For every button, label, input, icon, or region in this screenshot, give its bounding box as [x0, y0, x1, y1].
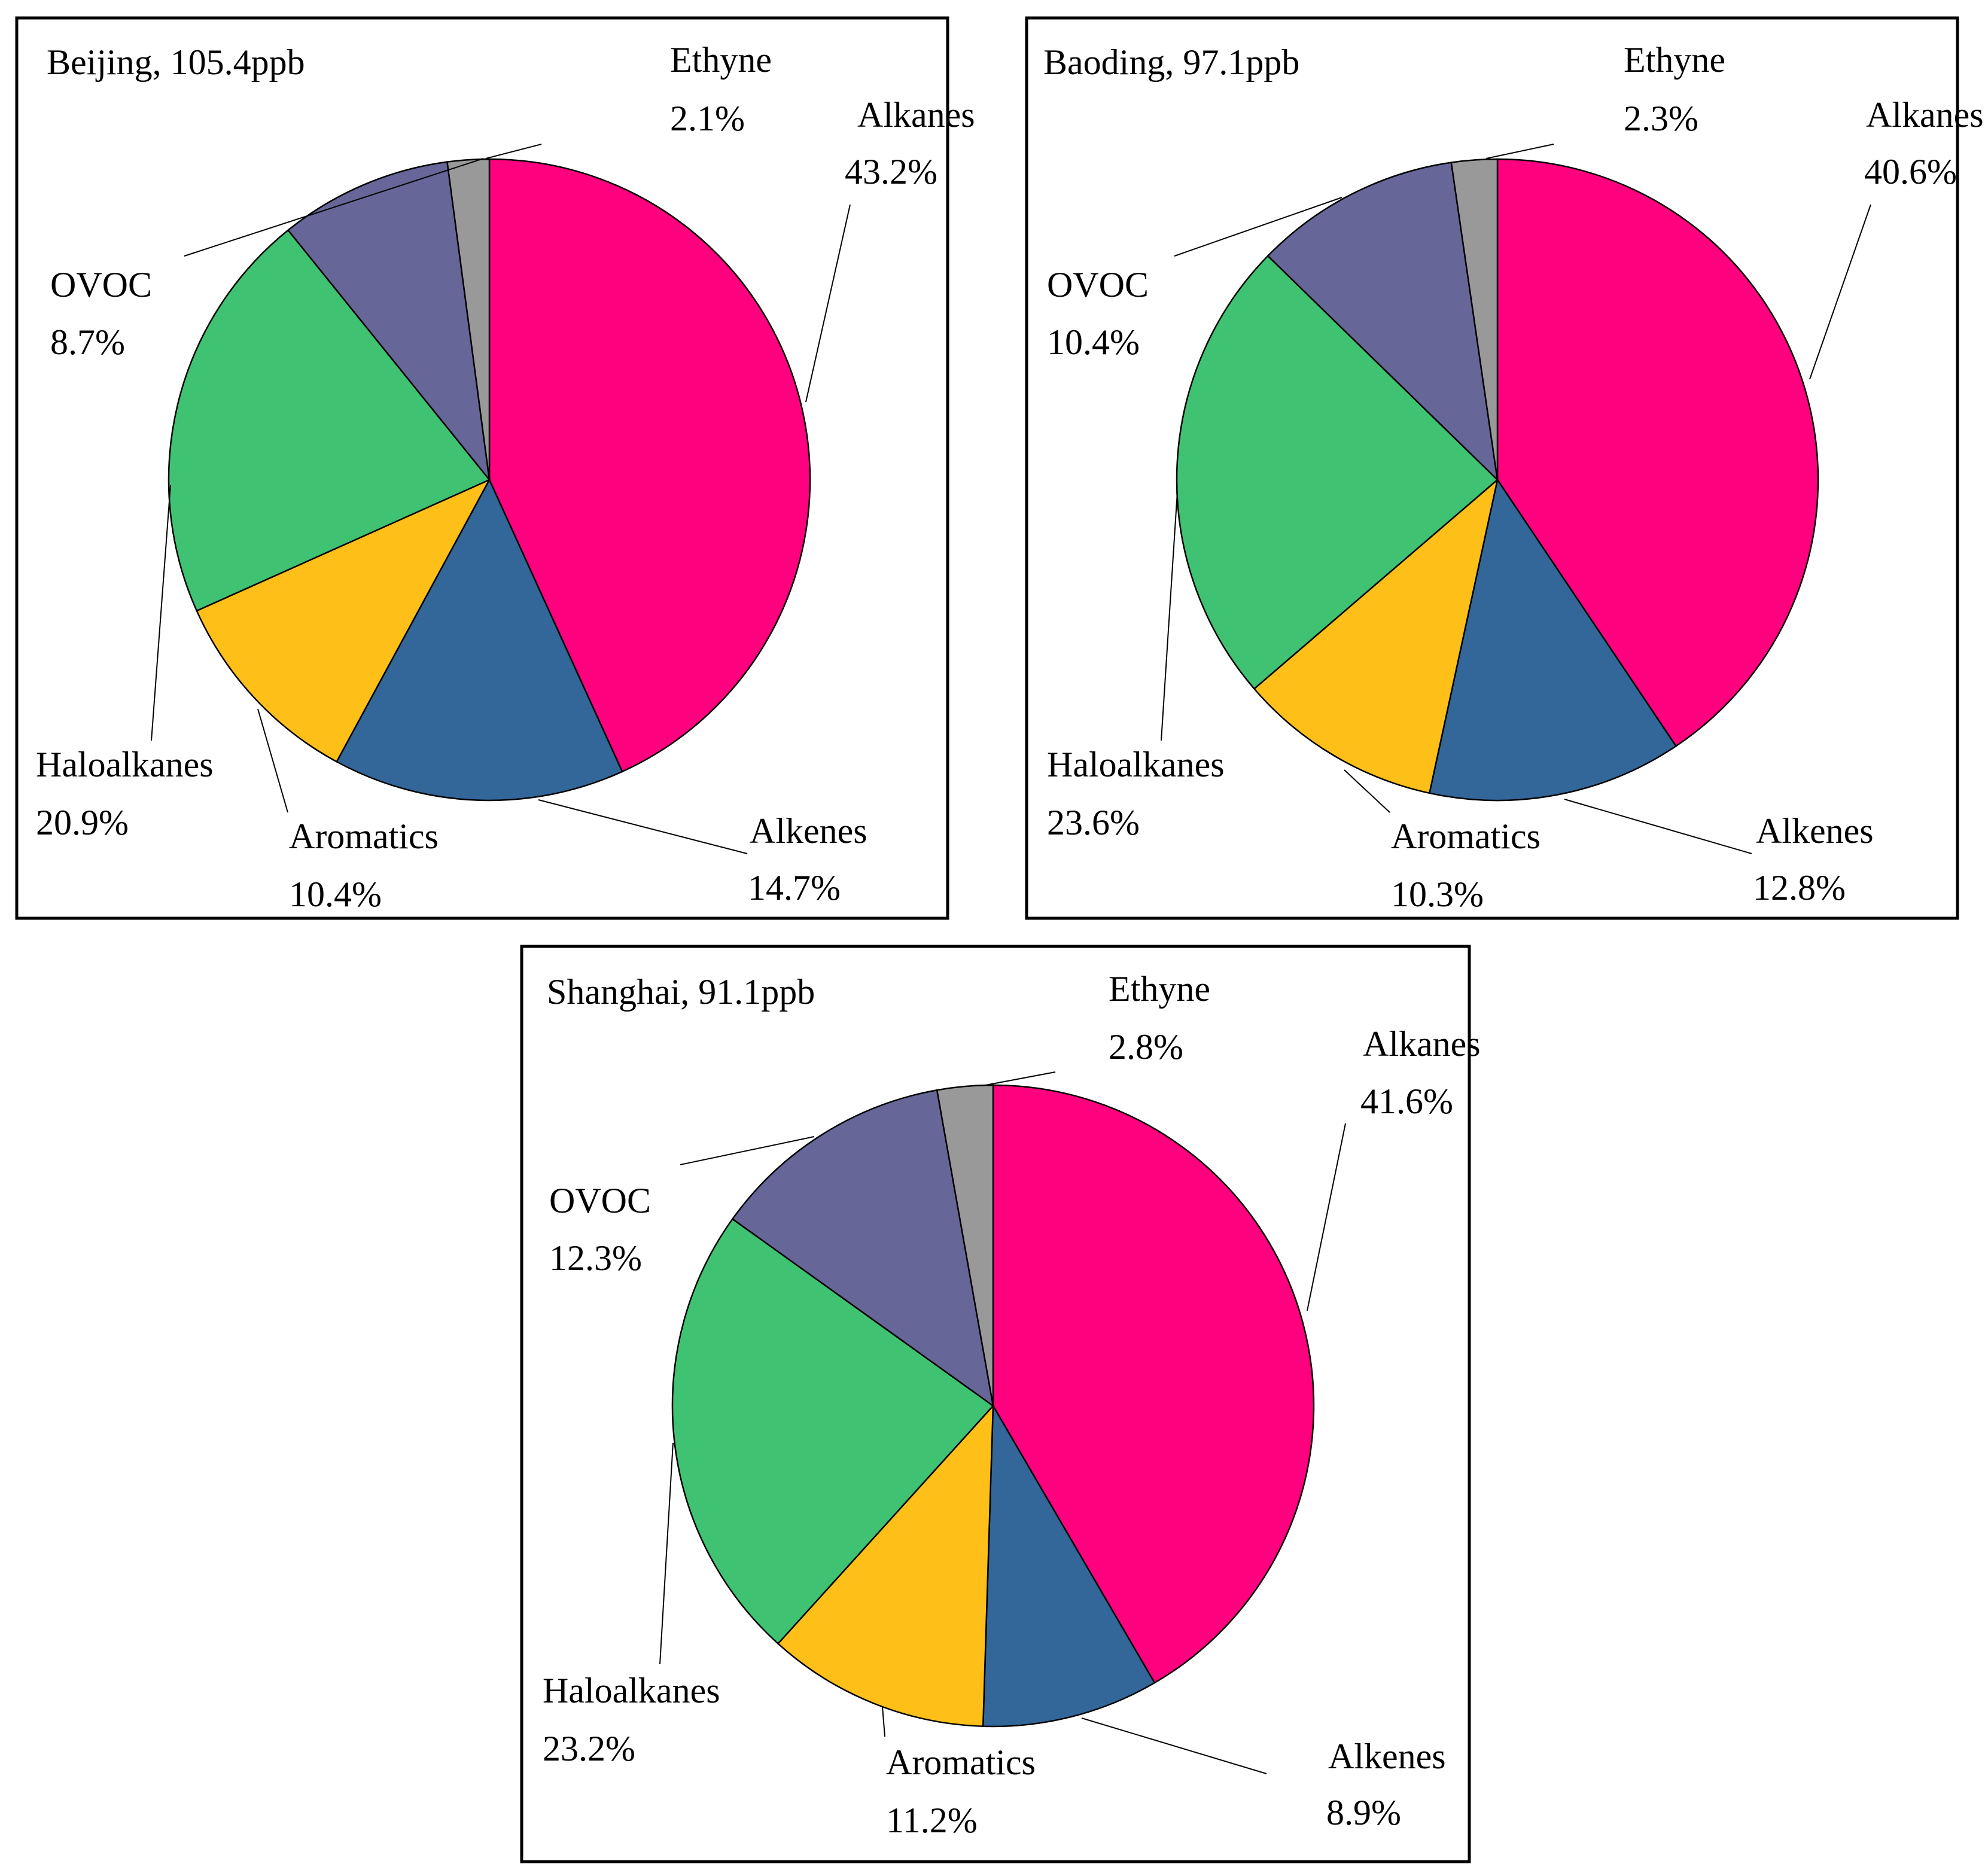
slice-value-haloalkanes: 20.9%	[36, 803, 129, 842]
slice-aromatics	[1253, 477, 1499, 794]
slice-name-aromatics: Aromatics	[1391, 817, 1541, 856]
slice-name-ovoc: OVOC	[50, 265, 152, 304]
leader-line-haloalkanes	[1161, 491, 1178, 741]
slice-name-haloalkanes: Haloalkanes	[543, 1671, 720, 1710]
slice-name-alkanes: Alkanes	[857, 95, 975, 135]
slice-value-ethyne: 2.1%	[670, 99, 745, 138]
slice-name-ethyne: Ethyne	[1624, 40, 1725, 80]
slice-ethyne	[1450, 158, 1499, 480]
slice-haloalkanes	[1176, 255, 1499, 690]
slice-name-ovoc: OVOC	[549, 1181, 651, 1220]
leader-line-aromatics	[257, 708, 288, 813]
slice-value-ovoc: 12.3%	[549, 1238, 642, 1278]
slice-value-aromatics: 11.2%	[886, 1801, 978, 1840]
slice-value-ovoc: 8.7%	[50, 322, 125, 362]
leader-line-ethyne	[485, 144, 542, 159]
pie-panel-beijing: Beijing, 105.4ppb Alkanes 43.2% Alkenes 14.7…	[15, 16, 975, 920]
leader-line-alkanes	[1809, 204, 1871, 380]
leader-line-ovoc	[1174, 197, 1342, 257]
leader-line-alkenes	[1564, 799, 1752, 854]
leader-line-aromatics	[1344, 769, 1390, 813]
slice-value-alkenes: 14.7%	[748, 868, 841, 907]
slice-aromatics	[196, 478, 491, 763]
panel-title: Baoding, 97.1ppb	[1043, 42, 1299, 82]
slice-alkenes	[982, 1403, 1156, 1728]
slice-name-alkanes: Alkanes	[1866, 95, 1984, 135]
slice-name-aromatics: Aromatics	[886, 1743, 1036, 1782]
leader-line-alkenes	[538, 799, 748, 854]
slice-haloalkanes	[168, 229, 491, 612]
pie-panel-baoding: Baoding, 97.1ppb Alkanes 40.6% Alkenes 12.8%…	[1025, 16, 1984, 920]
slice-ovoc	[287, 161, 491, 483]
slice-name-alkanes: Alkanes	[1363, 1024, 1481, 1064]
slice-haloalkanes	[671, 1217, 994, 1645]
slice-alkanes	[488, 158, 811, 773]
slice-name-alkenes: Alkenes	[1756, 811, 1874, 851]
leader-line-ethyne	[982, 1071, 1056, 1086]
slice-value-aromatics: 10.3%	[1391, 875, 1484, 914]
slice-value-alkenes: 12.8%	[1753, 868, 1846, 907]
leader-line-alkenes	[1081, 1717, 1267, 1774]
leader-line-aromatics	[882, 1706, 885, 1737]
leader-line-ethyne	[1485, 144, 1554, 159]
slice-value-alkenes: 8.9%	[1326, 1793, 1401, 1832]
leader-line-alkanes	[1307, 1123, 1346, 1311]
slice-ethyne	[936, 1084, 994, 1406]
slice-value-alkanes: 40.6%	[1864, 152, 1957, 191]
leader-line-haloalkanes	[151, 485, 171, 741]
leader-line-ovoc	[680, 1136, 815, 1165]
panel-title: Shanghai, 91.1ppb	[547, 972, 815, 1012]
slice-aromatics	[777, 1403, 994, 1728]
slice-value-alkanes: 43.2%	[845, 152, 937, 191]
slice-name-ethyne: Ethyne	[1109, 969, 1210, 1009]
panel-frame	[1025, 16, 1959, 920]
slice-name-ovoc: OVOC	[1047, 265, 1149, 304]
slice-value-haloalkanes: 23.6%	[1047, 803, 1140, 842]
slice-value-haloalkanes: 23.2%	[543, 1729, 635, 1768]
slice-name-aromatics: Aromatics	[289, 817, 439, 856]
slice-name-ethyne: Ethyne	[670, 40, 772, 80]
slice-alkanes	[1496, 158, 1819, 747]
slice-value-alkanes: 41.6%	[1360, 1082, 1453, 1121]
panel-frame	[15, 16, 949, 920]
slice-alkenes	[336, 478, 623, 802]
slice-value-aromatics: 10.4%	[289, 875, 382, 914]
slice-name-alkenes: Alkenes	[1328, 1737, 1446, 1776]
slice-alkanes	[992, 1084, 1315, 1684]
slice-ovoc	[1267, 162, 1499, 482]
leader-line-ovoc	[184, 158, 484, 257]
slice-name-haloalkanes: Haloalkanes	[36, 745, 214, 784]
slice-value-ethyne: 2.8%	[1109, 1027, 1183, 1067]
leader-line-haloalkanes	[659, 1442, 674, 1665]
slice-alkenes	[1428, 477, 1678, 802]
slice-value-ethyne: 2.3%	[1624, 99, 1698, 138]
leader-line-alkanes	[805, 204, 851, 403]
slice-ovoc	[731, 1089, 994, 1408]
slice-ethyne	[446, 158, 491, 480]
panel-frame	[520, 945, 1471, 1863]
panel-title: Beijing, 105.4ppb	[47, 42, 305, 82]
slice-name-alkenes: Alkenes	[750, 811, 867, 851]
pie-panel-shanghai: Shanghai, 91.1ppb Alkanes 41.6% Alkenes 8.9%…	[520, 945, 1481, 1863]
slice-name-haloalkanes: Haloalkanes	[1047, 745, 1225, 784]
slice-value-ovoc: 10.4%	[1047, 322, 1140, 362]
